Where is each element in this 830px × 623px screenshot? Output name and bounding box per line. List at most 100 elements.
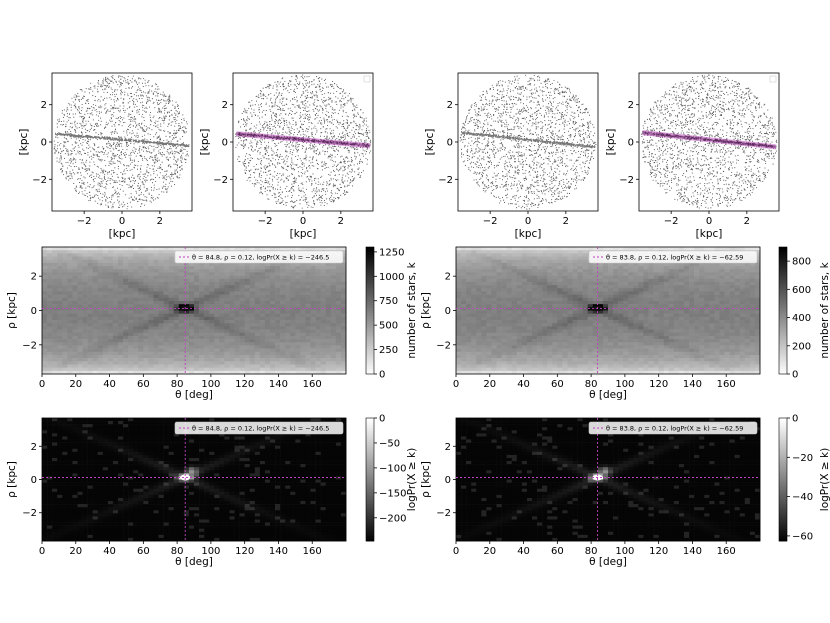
star-point [159,117,161,119]
star-point [253,111,255,114]
star-point [141,116,143,118]
star-point [126,183,128,186]
stream-point [185,144,188,146]
star-point [334,185,336,187]
star-point [105,126,107,128]
star-point [95,154,97,156]
star-point [125,194,127,196]
star-point [269,128,271,130]
star-point [67,152,69,154]
star-point [286,141,288,143]
star-point [92,179,95,181]
star-point [118,136,120,138]
star-point [117,168,119,170]
star-point [183,148,185,150]
star-point [324,104,326,106]
star-point [253,185,255,187]
star-point [258,174,260,176]
star-point [107,177,109,179]
star-point [117,144,119,146]
star-point [154,107,156,109]
star-point [177,129,179,132]
star-point [329,98,331,100]
star-point [156,169,158,172]
star-point [344,185,346,187]
star-point [81,144,83,146]
star-point [236,144,238,146]
star-point [155,83,157,85]
star-point [97,166,99,168]
star-point [317,99,320,102]
star-point [113,123,115,126]
star-point [344,168,346,170]
star-point [295,78,297,81]
star-point [168,132,170,134]
star-point [319,105,321,107]
star-point [268,87,270,89]
star-point [85,166,87,168]
star-point [104,77,107,79]
star-point [337,136,339,138]
plot-frame [51,72,193,212]
star-point [135,190,137,192]
star-point [61,171,63,173]
star-point [289,100,291,102]
star-point [70,130,72,132]
stream-point [153,142,156,144]
star-point [142,183,144,185]
star-point [245,125,247,127]
star-point [78,182,81,184]
star-point [75,165,77,168]
star-point [136,124,138,126]
star-point [136,110,138,112]
star-point [355,124,357,126]
star-point [316,162,318,165]
star-point [180,154,183,156]
star-point [307,91,309,93]
star-point [147,133,149,135]
star-point [308,136,310,138]
star-point [339,161,342,164]
star-point [151,178,153,180]
star-point [310,206,312,208]
star-point [109,119,111,121]
star-point [305,83,307,85]
star-point [109,183,111,185]
star-point [246,110,248,112]
star-point [322,109,324,111]
star-point [272,186,275,188]
star-point [295,155,297,158]
star-point [181,158,183,160]
star-point [344,138,346,141]
star-point [265,95,267,98]
star-point [323,97,325,99]
star-point [114,89,116,91]
star-point [326,115,328,117]
star-point [337,97,339,99]
star-point [146,158,148,160]
highlight-point [308,139,310,141]
star-point [72,172,74,174]
star-point [331,122,333,124]
star-point [184,149,186,151]
star-point [325,113,327,116]
star-point [294,84,296,86]
star-point [117,165,119,167]
star-point [296,142,298,144]
star-point [118,75,120,77]
star-point [244,159,246,161]
stream-point [93,136,95,139]
star-point [140,171,142,173]
star-point [256,151,259,153]
star-point [313,177,316,180]
star-point [87,173,89,175]
star-point [183,131,185,133]
star-point [177,116,179,118]
highlight-point [282,138,284,140]
star-point [350,165,352,167]
star-point [185,128,187,130]
star-point [90,82,92,84]
star-point [300,112,302,114]
star-point [254,104,256,106]
star-point [304,117,307,119]
